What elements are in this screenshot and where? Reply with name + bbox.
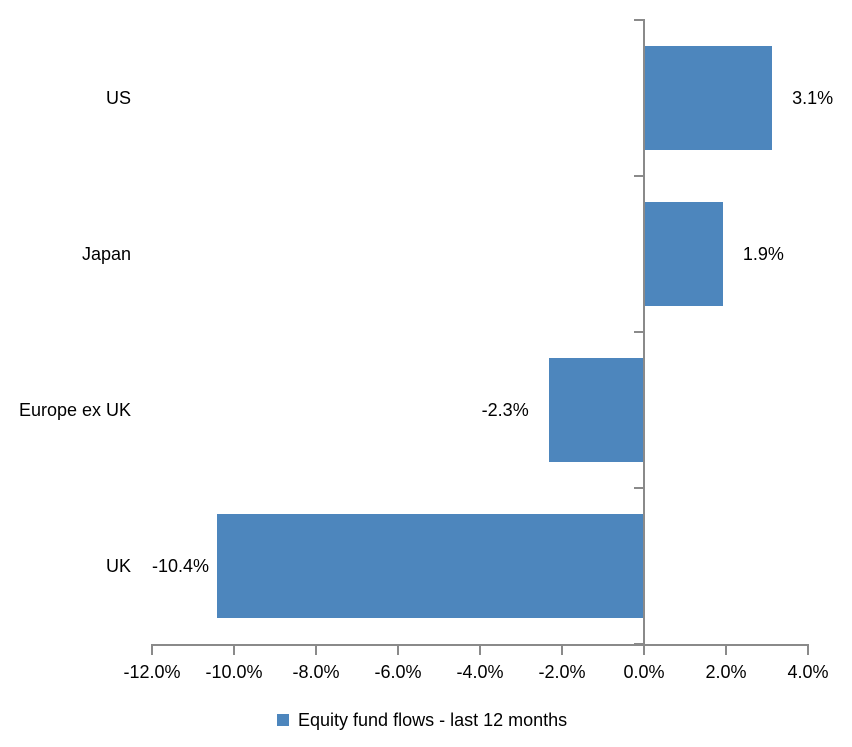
category-label: UK <box>105 556 131 576</box>
x-axis-tick-label: -8.0% <box>292 662 340 682</box>
y-axis-tick <box>634 19 645 21</box>
y-axis-tick <box>634 487 645 489</box>
data-label: -10.4% <box>152 556 210 576</box>
x-axis-tick <box>807 644 809 655</box>
data-label: 3.1% <box>792 88 834 108</box>
x-axis-tick-label: 0.0% <box>623 662 665 682</box>
category-label: Japan <box>81 244 131 264</box>
x-axis-tick-label: 4.0% <box>787 662 829 682</box>
x-axis-tick <box>151 644 153 655</box>
y-axis-tick <box>634 643 645 645</box>
x-axis-tick-label: -6.0% <box>374 662 422 682</box>
data-label: -2.3% <box>481 400 529 420</box>
legend: Equity fund flows - last 12 months <box>277 709 567 731</box>
x-axis-tick <box>315 644 317 655</box>
x-axis-tick <box>561 644 563 655</box>
y-axis-line <box>643 20 645 646</box>
x-axis-tick-label: -10.0% <box>205 662 263 682</box>
data-label: 1.9% <box>742 244 784 264</box>
x-axis-tick-label: 2.0% <box>705 662 747 682</box>
category-label: Europe ex UK <box>18 400 131 420</box>
x-axis-tick-label: -2.0% <box>538 662 586 682</box>
bar <box>216 514 643 618</box>
x-axis-tick <box>643 644 645 655</box>
legend-label: Equity fund flows - last 12 months <box>298 710 568 730</box>
x-axis-tick <box>725 644 727 655</box>
y-axis-tick <box>634 331 645 333</box>
y-axis-tick <box>634 175 645 177</box>
x-axis-tick-label: -4.0% <box>456 662 504 682</box>
bar <box>645 202 723 306</box>
x-axis-tick <box>233 644 235 655</box>
x-axis-tick <box>479 644 481 655</box>
category-label: US <box>105 88 131 108</box>
legend-swatch-icon <box>277 714 289 726</box>
x-axis-tick <box>397 644 399 655</box>
x-axis-tick-label: -12.0% <box>123 662 181 682</box>
bar <box>645 46 773 150</box>
bar <box>548 358 643 462</box>
